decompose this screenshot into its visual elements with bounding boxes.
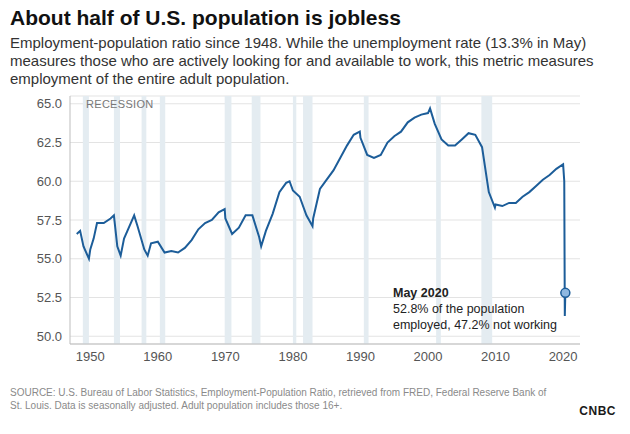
svg-text:2010: 2010 — [481, 349, 510, 364]
svg-text:60.0: 60.0 — [37, 174, 62, 189]
html-text:May 2020: May 2020 — [393, 286, 449, 300]
html-text:Employment-population ratio si: Employment-population ratio since 1948. … — [10, 34, 594, 87]
svg-text:50.0: 50.0 — [37, 329, 62, 344]
html-text:employed, 47.2% not working: employed, 47.2% not working — [393, 318, 557, 332]
svg-text:65.0: 65.0 — [37, 96, 62, 111]
svg-text:55.0: 55.0 — [37, 251, 62, 266]
svg-text:57.5: 57.5 — [37, 213, 62, 228]
html-text:About half of U.S. population: About half of U.S. population is jobless — [10, 6, 401, 29]
svg-text:2000: 2000 — [414, 349, 443, 364]
svg-text:52.5: 52.5 — [37, 290, 62, 305]
svg-text:2020: 2020 — [549, 349, 578, 364]
svg-text:1950: 1950 — [76, 349, 105, 364]
html-text:52.8% of the population: 52.8% of the population — [393, 302, 525, 316]
svg-text:1970: 1970 — [211, 349, 240, 364]
svg-text:1990: 1990 — [346, 349, 375, 364]
html-text:RECESSION: RECESSION — [86, 98, 154, 110]
svg-text:1960: 1960 — [143, 349, 172, 364]
html-text:SOURCE: U.S. Bureau of Labor S: SOURCE: U.S. Bureau of Labor Statistics,… — [10, 387, 547, 411]
html-text:CNBC: CNBC — [579, 404, 616, 418]
svg-text:62.5: 62.5 — [37, 135, 62, 150]
svg-text:1980: 1980 — [278, 349, 307, 364]
